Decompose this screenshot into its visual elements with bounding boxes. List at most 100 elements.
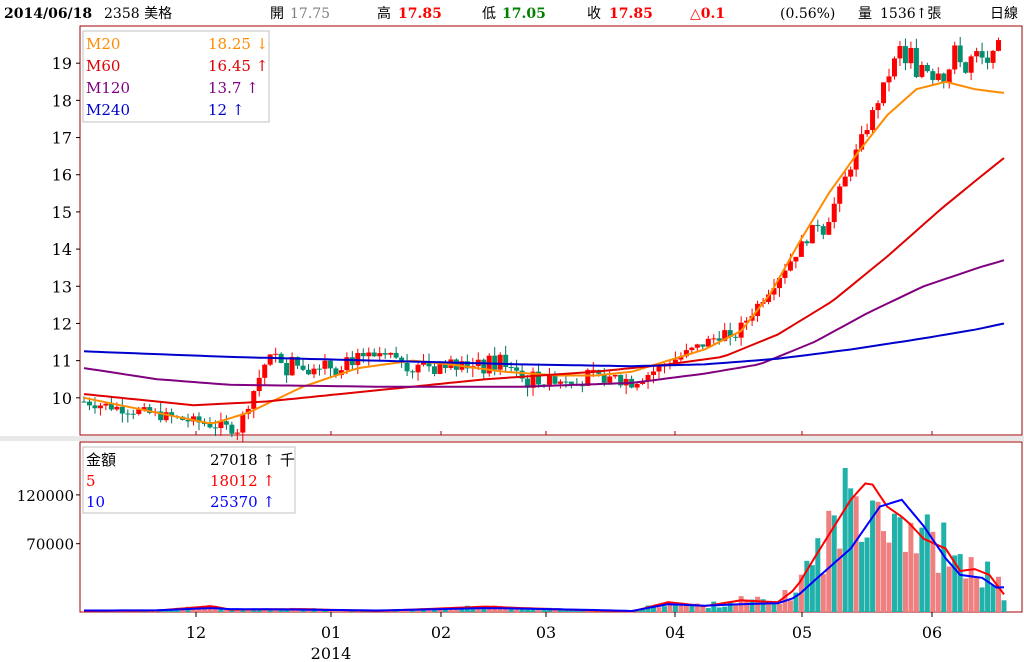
candle-body: [913, 47, 919, 77]
candle-body: [382, 353, 388, 355]
volume-bar: [229, 610, 235, 612]
volume-bar: [722, 606, 728, 612]
volume-bar: [716, 607, 722, 612]
candle-body: [349, 357, 355, 366]
candle-body: [672, 359, 678, 365]
candle-body: [207, 423, 213, 428]
volume-bar: [744, 599, 750, 612]
candle-body: [891, 58, 897, 77]
volume-bar: [919, 527, 925, 612]
candle-body: [722, 330, 728, 341]
close-label: 收: [587, 6, 601, 22]
candle-body: [536, 371, 542, 385]
volume-bar: [404, 610, 410, 612]
candle-body: [952, 45, 958, 70]
candle-body: [782, 270, 788, 278]
candle-body: [289, 356, 295, 376]
candle-body: [141, 407, 147, 410]
volume-ma-line-10: [84, 498, 1005, 613]
month-label: 02: [431, 623, 451, 642]
period-label: 日線: [990, 6, 1018, 22]
candle-body: [579, 385, 585, 387]
volume-legend-name: 5: [86, 472, 96, 490]
volume-bar: [651, 606, 657, 612]
volume-bar: [541, 609, 547, 612]
candle-body: [234, 432, 240, 434]
volume-bar: [891, 513, 897, 612]
volume-bar: [787, 600, 793, 612]
candle-body: [481, 359, 487, 374]
volume-bar: [656, 607, 662, 612]
candle-body: [656, 366, 662, 372]
candle-body: [771, 288, 777, 295]
candle-body: [81, 401, 87, 403]
candle-body: [902, 46, 908, 64]
volume-bar: [530, 607, 536, 612]
candle-body: [300, 365, 306, 370]
candle-body: [530, 371, 536, 388]
candle-body: [694, 344, 700, 348]
volume-bar: [1001, 600, 1007, 612]
volume-bar: [930, 531, 936, 612]
volume-bar: [278, 609, 284, 612]
price-legend-name: M120: [86, 79, 130, 97]
candle-body: [492, 355, 498, 370]
candle-body: [508, 367, 514, 369]
volume-bar: [941, 522, 947, 612]
volume-bar: [689, 603, 695, 612]
volume-bar: [864, 537, 870, 612]
price-tick-label: 10: [52, 389, 72, 408]
candle-body: [514, 367, 520, 371]
candle-body: [212, 427, 218, 429]
candle-body: [809, 224, 815, 244]
candle-body: [125, 413, 131, 415]
price-tick-label: 13: [52, 277, 72, 296]
volume-bar: [837, 548, 843, 612]
volume-bar: [853, 496, 859, 612]
volume-bar: [859, 541, 865, 612]
price-legend-value: 12 ↑: [208, 101, 244, 119]
volume-bar: [826, 510, 832, 612]
volume-bar: [957, 554, 963, 612]
volume-tick-label: 70000: [26, 536, 74, 554]
candle-body: [804, 241, 810, 244]
volume-bar: [519, 608, 525, 612]
month-label: 06: [922, 623, 942, 642]
volume-bar: [678, 602, 684, 612]
volume-bar: [223, 609, 229, 612]
volume-bar: [913, 553, 919, 612]
candle-body: [108, 403, 114, 410]
candle-body: [158, 411, 164, 421]
change-value: △0.1: [690, 6, 725, 22]
volume-bar: [563, 610, 569, 612]
volume-bar: [481, 606, 487, 612]
volume-bar: [705, 608, 711, 612]
candle-body: [683, 350, 689, 357]
candle-body: [776, 277, 782, 289]
volume-bar: [809, 565, 815, 612]
price-tick-label: 12: [52, 314, 72, 333]
candle-body: [585, 369, 591, 386]
header-date: 2014/06/18: [4, 6, 92, 22]
open-label: 開: [270, 6, 284, 22]
candle-body: [191, 416, 197, 422]
candle-body: [881, 82, 887, 104]
candle-body: [421, 361, 427, 365]
volume-bar: [776, 603, 782, 612]
candle-body: [503, 354, 509, 368]
candle-body: [766, 294, 772, 302]
close-value: 17.85: [609, 6, 653, 22]
candle-body: [147, 407, 153, 413]
volume-bar: [672, 603, 678, 612]
volume-bar: [536, 608, 542, 612]
low-value: 17.05: [502, 6, 546, 22]
volume-value: 1536↑張: [880, 6, 941, 22]
candle-body: [431, 366, 437, 374]
price-legend-value: 13.7 ↑: [208, 79, 259, 97]
candle-body: [651, 371, 657, 375]
candle-body: [464, 361, 470, 369]
candle-body: [590, 369, 596, 371]
candle-body: [229, 424, 235, 434]
candle-body: [996, 40, 1002, 51]
volume-bar: [897, 517, 903, 612]
